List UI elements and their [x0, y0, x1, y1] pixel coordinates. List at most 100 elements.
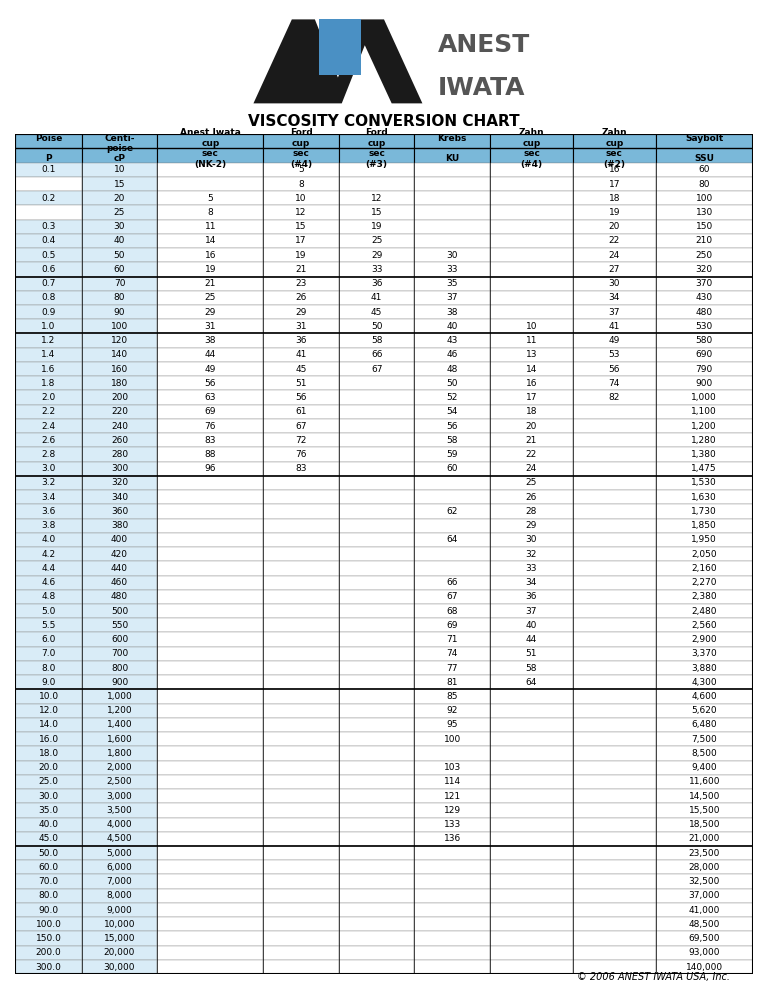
Bar — [339, 803, 415, 817]
Bar — [263, 690, 339, 704]
Text: Ford
cup
sec
(#3): Ford cup sec (#3) — [366, 128, 388, 169]
Text: 35.0: 35.0 — [38, 806, 58, 815]
Text: 25: 25 — [371, 237, 382, 246]
Bar — [15, 661, 81, 675]
Text: 0.1: 0.1 — [41, 165, 56, 174]
Bar — [415, 789, 490, 803]
Bar — [415, 547, 490, 562]
Bar — [573, 604, 656, 618]
Text: 48: 48 — [446, 365, 458, 374]
Bar — [339, 206, 415, 220]
Bar — [157, 504, 263, 519]
Bar — [15, 789, 81, 803]
Text: 530: 530 — [696, 322, 713, 331]
Text: Centi-
poise
cP: Centi- poise cP — [104, 133, 134, 163]
Bar — [490, 248, 573, 262]
Text: 67: 67 — [296, 421, 306, 430]
Text: 44: 44 — [526, 635, 537, 644]
Bar — [339, 889, 415, 903]
Bar — [415, 774, 490, 789]
Bar — [157, 433, 263, 447]
Bar — [157, 647, 263, 661]
Bar — [339, 504, 415, 519]
Text: 30: 30 — [526, 536, 537, 545]
Bar — [15, 418, 81, 433]
Bar — [656, 704, 753, 718]
Bar — [573, 803, 656, 817]
Text: 14: 14 — [204, 237, 216, 246]
Bar — [656, 348, 753, 362]
Bar — [490, 220, 573, 234]
Bar — [15, 960, 81, 974]
Bar — [157, 803, 263, 817]
Bar — [157, 276, 263, 291]
Bar — [339, 490, 415, 504]
Bar — [573, 690, 656, 704]
Text: 5.5: 5.5 — [41, 621, 56, 630]
Text: 500: 500 — [111, 606, 128, 615]
Text: 88: 88 — [204, 450, 216, 459]
Text: 25: 25 — [204, 293, 216, 302]
Bar — [656, 405, 753, 418]
Bar — [15, 334, 81, 348]
Text: 14.0: 14.0 — [38, 721, 58, 730]
Bar — [263, 760, 339, 774]
Text: 25: 25 — [114, 208, 125, 217]
Bar — [339, 589, 415, 604]
Text: 700: 700 — [111, 649, 128, 658]
Text: 100.0: 100.0 — [35, 919, 61, 928]
Text: 1,475: 1,475 — [691, 464, 717, 473]
Bar — [157, 220, 263, 234]
Bar — [339, 305, 415, 319]
Text: 50: 50 — [114, 250, 125, 259]
Bar — [81, 803, 157, 817]
Bar — [573, 234, 656, 248]
Text: 20.0: 20.0 — [38, 763, 58, 772]
Text: 38: 38 — [446, 307, 458, 317]
Text: 1.0: 1.0 — [41, 322, 56, 331]
Bar — [15, 234, 81, 248]
Bar — [339, 604, 415, 618]
Bar — [263, 733, 339, 746]
Bar — [263, 632, 339, 647]
Bar — [656, 305, 753, 319]
Text: 200.0: 200.0 — [35, 948, 61, 957]
Bar — [656, 675, 753, 690]
Bar — [15, 875, 81, 889]
Bar — [415, 746, 490, 760]
Bar — [263, 618, 339, 632]
Bar — [263, 405, 339, 418]
Bar — [263, 348, 339, 362]
Text: 300: 300 — [111, 464, 128, 473]
Bar — [573, 945, 656, 960]
Text: 0.4: 0.4 — [41, 237, 55, 246]
Bar — [157, 291, 263, 305]
Text: 1,280: 1,280 — [691, 435, 717, 444]
Text: 2,160: 2,160 — [691, 564, 717, 573]
Bar — [490, 832, 573, 846]
Bar — [656, 220, 753, 234]
Bar — [490, 391, 573, 405]
Bar — [339, 319, 415, 334]
Text: 300.0: 300.0 — [35, 962, 61, 971]
Bar — [15, 262, 81, 276]
Bar — [81, 177, 157, 191]
Bar — [656, 547, 753, 562]
Bar — [15, 206, 81, 220]
Bar — [415, 206, 490, 220]
Text: 140: 140 — [111, 350, 128, 360]
Bar — [415, 733, 490, 746]
Bar — [339, 405, 415, 418]
Text: 34: 34 — [609, 293, 620, 302]
Bar — [157, 817, 263, 832]
Text: 3,000: 3,000 — [107, 791, 132, 801]
Bar — [339, 945, 415, 960]
Bar — [656, 618, 753, 632]
Bar — [415, 405, 490, 418]
Bar — [157, 675, 263, 690]
Bar — [339, 746, 415, 760]
Bar — [157, 746, 263, 760]
Bar — [656, 177, 753, 191]
Bar — [15, 220, 81, 234]
Text: 1.8: 1.8 — [41, 379, 56, 388]
